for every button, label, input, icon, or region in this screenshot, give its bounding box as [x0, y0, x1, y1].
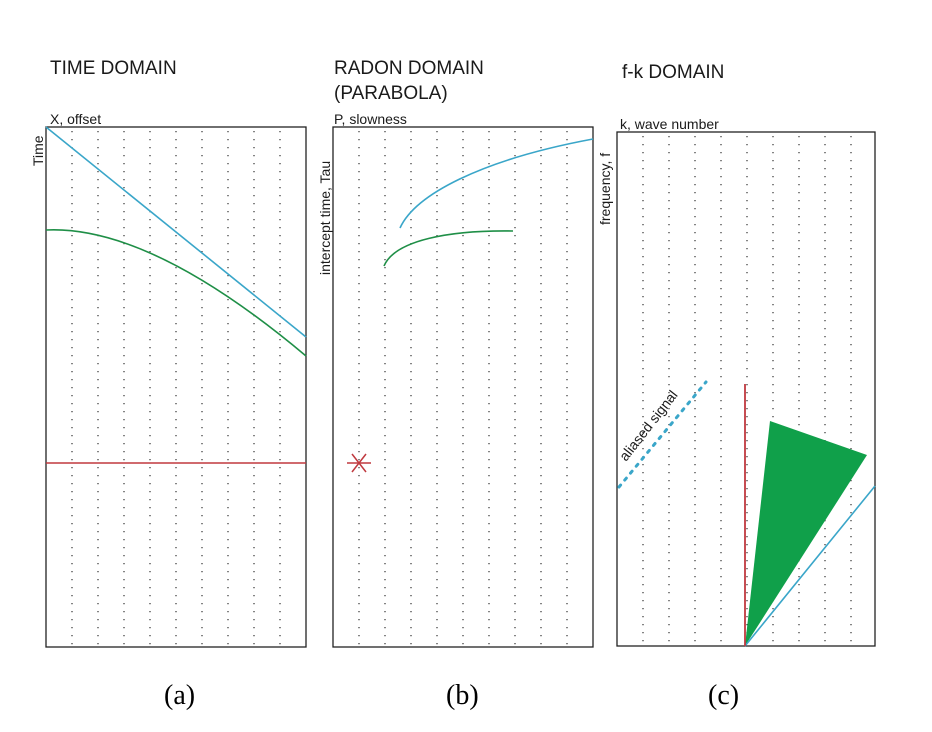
- panel-b-red-point-marker: [347, 453, 371, 473]
- panel-a-linear-event: [45, 126, 307, 338]
- panel-b-x-axis-label: P, slowness: [334, 111, 407, 127]
- panel-b-frame: [332, 126, 594, 648]
- panel-c-cyan-line: [744, 485, 876, 647]
- panel-a-frame: [45, 126, 307, 648]
- panel-b-title-line1: RADON DOMAIN: [334, 58, 484, 79]
- panel-b-caption: (b): [446, 680, 479, 711]
- panel-b-title-line2: (PARABOLA): [334, 83, 448, 104]
- panel-c: f-k DOMAIN k, wave number frequency, f a…: [597, 62, 876, 711]
- panel-a-x-axis-label: X, offset: [50, 111, 101, 127]
- panel-c-title: f-k DOMAIN: [622, 62, 724, 83]
- panel-b: RADON DOMAIN (PARABOLA) P, slowness inte…: [317, 58, 594, 711]
- panel-c-caption: (c): [708, 680, 739, 711]
- panel-c-y-axis-label: frequency, f: [597, 153, 613, 225]
- panel-c-grid: [642, 136, 852, 645]
- panel-c-x-axis-label: k, wave number: [620, 116, 719, 132]
- panel-a-caption: (a): [164, 680, 195, 711]
- panel-b-cyan-curve: [399, 138, 594, 229]
- panel-b-green-curve: [383, 230, 514, 267]
- panel-b-y-axis-label: intercept time, Tau: [317, 161, 333, 275]
- panel-a: TIME DOMAIN X, offset Time (a): [30, 58, 307, 711]
- panel-a-title: TIME DOMAIN: [50, 58, 177, 79]
- panel-a-grid: [71, 131, 281, 645]
- panel-b-grid: [358, 131, 568, 645]
- panel-a-hyperbolic-event: [45, 229, 307, 357]
- panel-c-signal-fan: [745, 421, 867, 646]
- panel-a-y-axis-label: Time: [30, 135, 46, 166]
- panel-c-frame: [616, 131, 876, 647]
